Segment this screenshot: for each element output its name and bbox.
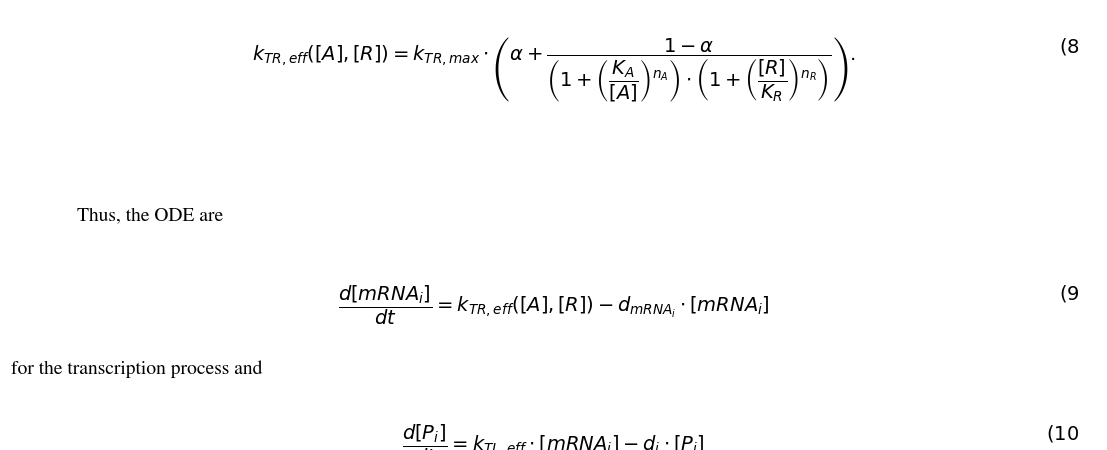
Text: for the transcription process and: for the transcription process and (11, 360, 262, 378)
Text: $(9$: $(9$ (1058, 284, 1079, 305)
Text: $\dfrac{d[mRNA_i]}{dt} = k_{TR,eff}([A],[R]) - d_{mRNA_i} \cdot [mRNA_i]$: $\dfrac{d[mRNA_i]}{dt} = k_{TR,eff}([A],… (338, 284, 769, 327)
Text: $\dfrac{d[P_i]}{dt} = k_{TL,eff} \cdot [mRNA_i] - d_i \cdot [P_i]$: $\dfrac{d[P_i]}{dt} = k_{TL,eff} \cdot [… (402, 423, 705, 450)
Text: Thus, the ODE are: Thus, the ODE are (77, 207, 224, 224)
Text: $k_{TR,eff}([A],[R]) = k_{TR,max} \cdot \left( \alpha + \dfrac{1 - \alpha}{\left: $k_{TR,eff}([A],[R]) = k_{TR,max} \cdot … (252, 36, 855, 104)
Text: $(10$: $(10$ (1046, 423, 1079, 444)
Text: $(8$: $(8$ (1058, 36, 1079, 57)
